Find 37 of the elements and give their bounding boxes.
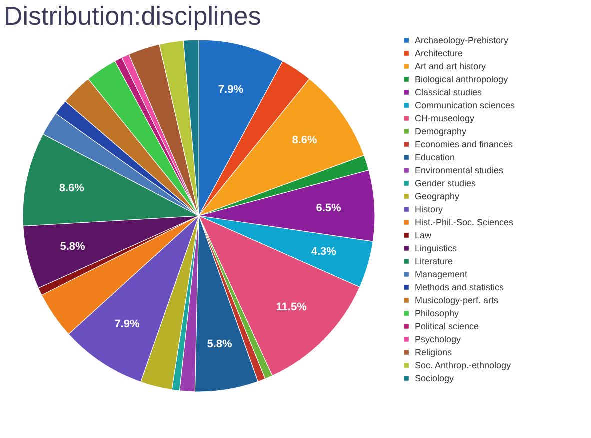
chart-title: Distribution:disciplines [4,1,262,31]
legend-label: Geography [415,192,460,202]
legend-label: Biological anthropology [415,74,509,84]
legend-label: Education [415,152,456,162]
data-label: 4.3% [311,246,337,258]
legend-label: Political science [415,322,480,332]
legend-label: Demography [415,126,468,136]
legend-label: Philosophy [415,308,460,318]
data-label: 5.8% [207,338,233,350]
legend-label: CH-museology [415,114,476,124]
legend-label: Archaeology-Prehistory [415,36,510,46]
legend-label: Soc. Anthrop.-ethnology [415,360,512,370]
data-label: 11.5% [276,301,308,314]
legend-label: Musicology-perf. arts [415,296,500,306]
legend-label: Management [415,270,468,280]
data-label: 7.9% [114,318,140,330]
legend-label: Classical studies [415,88,483,98]
legend-label: Art and art history [415,62,487,72]
legend-label: Economies and finances [415,140,514,150]
legend-label: History [415,204,444,214]
legend-label: Environmental studies [415,166,504,176]
legend-label: Architecture [415,48,464,58]
legend-label: Sociology [415,374,455,384]
data-label: 6.5% [316,202,342,214]
legend-label: Law [415,230,432,240]
legend-label: Linguistics [415,244,458,254]
data-label: 8.6% [59,182,85,195]
legend-label: Literature [415,256,454,266]
legend-label: Methods and statistics [415,282,505,292]
legend-label: Gender studies [415,178,477,188]
data-label: 5.8% [60,240,86,253]
legend-label: Hist.-Phil.-Soc. Sciences [415,218,514,228]
legend-label: Communication sciences [415,100,516,110]
legend-label: Religions [415,348,453,358]
data-label: 8.6% [292,134,318,146]
data-label: 7.9% [218,84,244,96]
legend-label: Psychology [415,334,462,344]
